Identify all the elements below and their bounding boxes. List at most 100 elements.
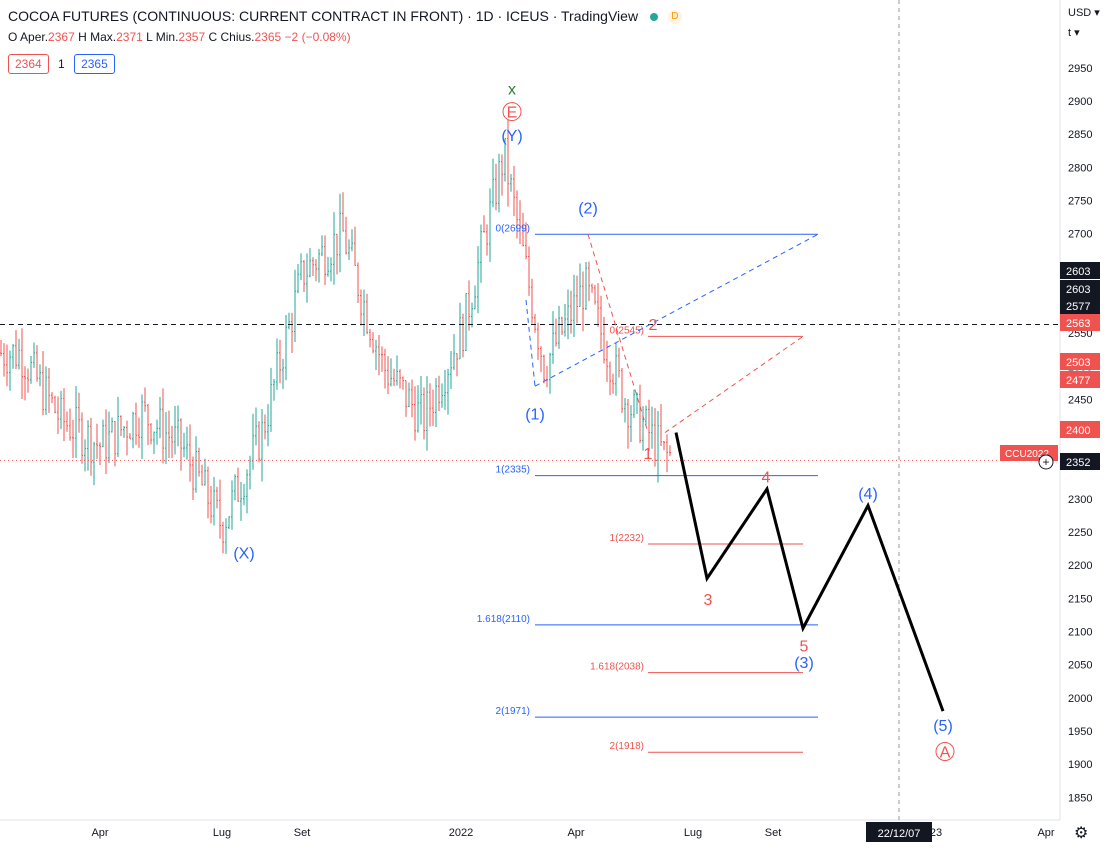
price-tick-label: 2150 <box>1068 593 1092 605</box>
open-prefix: Aper. <box>20 30 49 44</box>
add-alert-plus: + <box>1042 455 1049 469</box>
wave-label: 1 <box>644 446 653 463</box>
wave-label: (5) <box>933 718 953 735</box>
price-tick-label: 2850 <box>1068 129 1092 141</box>
price-tick-label: 2100 <box>1068 627 1092 639</box>
wave-label: (1) <box>525 406 545 423</box>
wave-label: x <box>508 81 516 98</box>
sell-button[interactable]: 2364 <box>8 54 49 74</box>
low-value: 2357 <box>178 30 206 44</box>
price-tick-label: 1900 <box>1068 759 1092 771</box>
fib-level-label-red: 2(1918) <box>610 741 644 752</box>
crosshair-date-label: 22/12/07 <box>878 828 921 840</box>
price-tick-label: 2900 <box>1068 96 1092 108</box>
low-label: L <box>146 30 153 44</box>
add-alert-icon <box>1038 454 1054 470</box>
wave-label: 4 <box>762 469 771 486</box>
low-prefix: Min. <box>155 30 179 44</box>
crosshair-date-tag <box>866 822 932 842</box>
wave-label: (2) <box>578 201 598 218</box>
time-tick-label: Apr <box>567 827 584 839</box>
price-tick-label: 2250 <box>1068 527 1092 539</box>
price-tick-label: 2750 <box>1068 195 1092 207</box>
price-tag-label: 2503 <box>1066 357 1090 369</box>
fib-level-label-blue: 1(2335) <box>496 465 530 476</box>
market-status-icon <box>649 13 658 22</box>
time-tick-label: 23 <box>930 827 942 839</box>
wave-label-circle <box>935 742 955 762</box>
wave-label: 2 <box>649 317 658 334</box>
chart-header: COCOA FUTURES (CONTINUOUS: CURRENT CONTR… <box>8 8 682 25</box>
currency-selector[interactable]: USD ▾ <box>1068 7 1100 19</box>
close-prefix: Chius. <box>220 30 255 44</box>
fib-level-label-red: 1(2232) <box>610 533 644 544</box>
price-tick-label: 2950 <box>1068 63 1092 75</box>
time-tick-label: Apr <box>91 827 108 839</box>
high-label: H <box>78 30 87 44</box>
time-tick-label: Lug <box>213 827 231 839</box>
high-value: 2371 <box>116 30 143 44</box>
fib-level-label-blue: 1.618(2110) <box>477 614 530 625</box>
price-tick-label: 2800 <box>1068 162 1092 174</box>
time-tick-label: Lug <box>684 827 702 839</box>
trend-line-red <box>587 234 649 433</box>
close-value: 2365 <box>254 30 282 44</box>
wave-label: (3) <box>794 655 814 672</box>
price-tick-label: 2050 <box>1068 660 1092 672</box>
price-tag-label: 2352 <box>1066 457 1090 469</box>
price-tick-label: 2200 <box>1068 560 1092 572</box>
delay-badge: D <box>667 10 682 25</box>
price-tag-label: 2577 <box>1066 301 1090 313</box>
wave-label: A <box>940 745 951 762</box>
projection-path <box>674 432 945 712</box>
fib-level-label-blue: 2(1971) <box>496 706 530 717</box>
open-label: O <box>8 30 18 44</box>
symbol-tag-label: CCU2022 <box>1005 449 1049 460</box>
time-tick-label: Set <box>765 827 782 839</box>
symbol-title[interactable]: COCOA FUTURES (CONTINUOUS: CURRENT CONTR… <box>8 8 639 24</box>
wave-label: 3 <box>704 592 713 609</box>
gear-icon[interactable]: ⚙ <box>1074 825 1089 842</box>
spread-value: 1 <box>58 57 65 71</box>
ohlc-legend: O Aper.2367 H Max.2371 L Min.2357 C Chiu… <box>8 30 351 44</box>
price-tag-label: 2603 <box>1066 266 1090 278</box>
price-tag <box>1060 297 1100 314</box>
price-tag-label: 2400 <box>1066 425 1090 437</box>
time-tick-label: Set <box>294 827 311 839</box>
price-tag <box>1060 421 1100 438</box>
high-prefix: Max. <box>90 30 117 44</box>
price-tick-label: 1950 <box>1068 726 1092 738</box>
price-tick-label: 2700 <box>1068 229 1092 241</box>
wave-label: (Y) <box>501 128 522 145</box>
unit-selector[interactable]: t ▾ <box>1068 27 1080 39</box>
price-tick-label: 1850 <box>1068 792 1092 804</box>
price-tag <box>1060 453 1100 470</box>
price-tick-label: 2550 <box>1068 328 1092 340</box>
wave-label: 5 <box>800 638 809 655</box>
close-label: C <box>208 30 218 44</box>
price-tag <box>1060 262 1100 279</box>
time-tick-label: 2022 <box>449 827 473 839</box>
trend-line-red <box>664 336 804 433</box>
fib-level-label-blue: 0(2699) <box>496 223 530 234</box>
price-tag-label: 2563 <box>1066 318 1090 330</box>
wave-label: (X) <box>233 546 254 563</box>
change-value: −2 (−0.08%) <box>284 30 351 44</box>
fib-level-label-red: 0(2545) <box>610 325 644 336</box>
price-tag-label: 2603 <box>1066 284 1090 296</box>
price-tag <box>1060 314 1100 331</box>
fib-level-label-red: 1.618(2038) <box>590 662 644 673</box>
time-tick-label: Apr <box>1037 827 1054 839</box>
open-value: 2367 <box>48 30 75 44</box>
wave-label: E <box>507 105 518 122</box>
price-tick-label: 2000 <box>1068 693 1092 705</box>
price-tick-label: 2300 <box>1068 494 1092 506</box>
price-tick-label: 2450 <box>1068 394 1092 406</box>
price-tag-label: 2477 <box>1066 375 1090 387</box>
trend-line-blue <box>525 299 536 387</box>
wave-label: (4) <box>858 486 878 503</box>
buy-button[interactable]: 2365 <box>74 54 115 74</box>
bid-ask: 2364 1 2365 <box>8 54 121 74</box>
price-tag <box>1060 280 1100 297</box>
